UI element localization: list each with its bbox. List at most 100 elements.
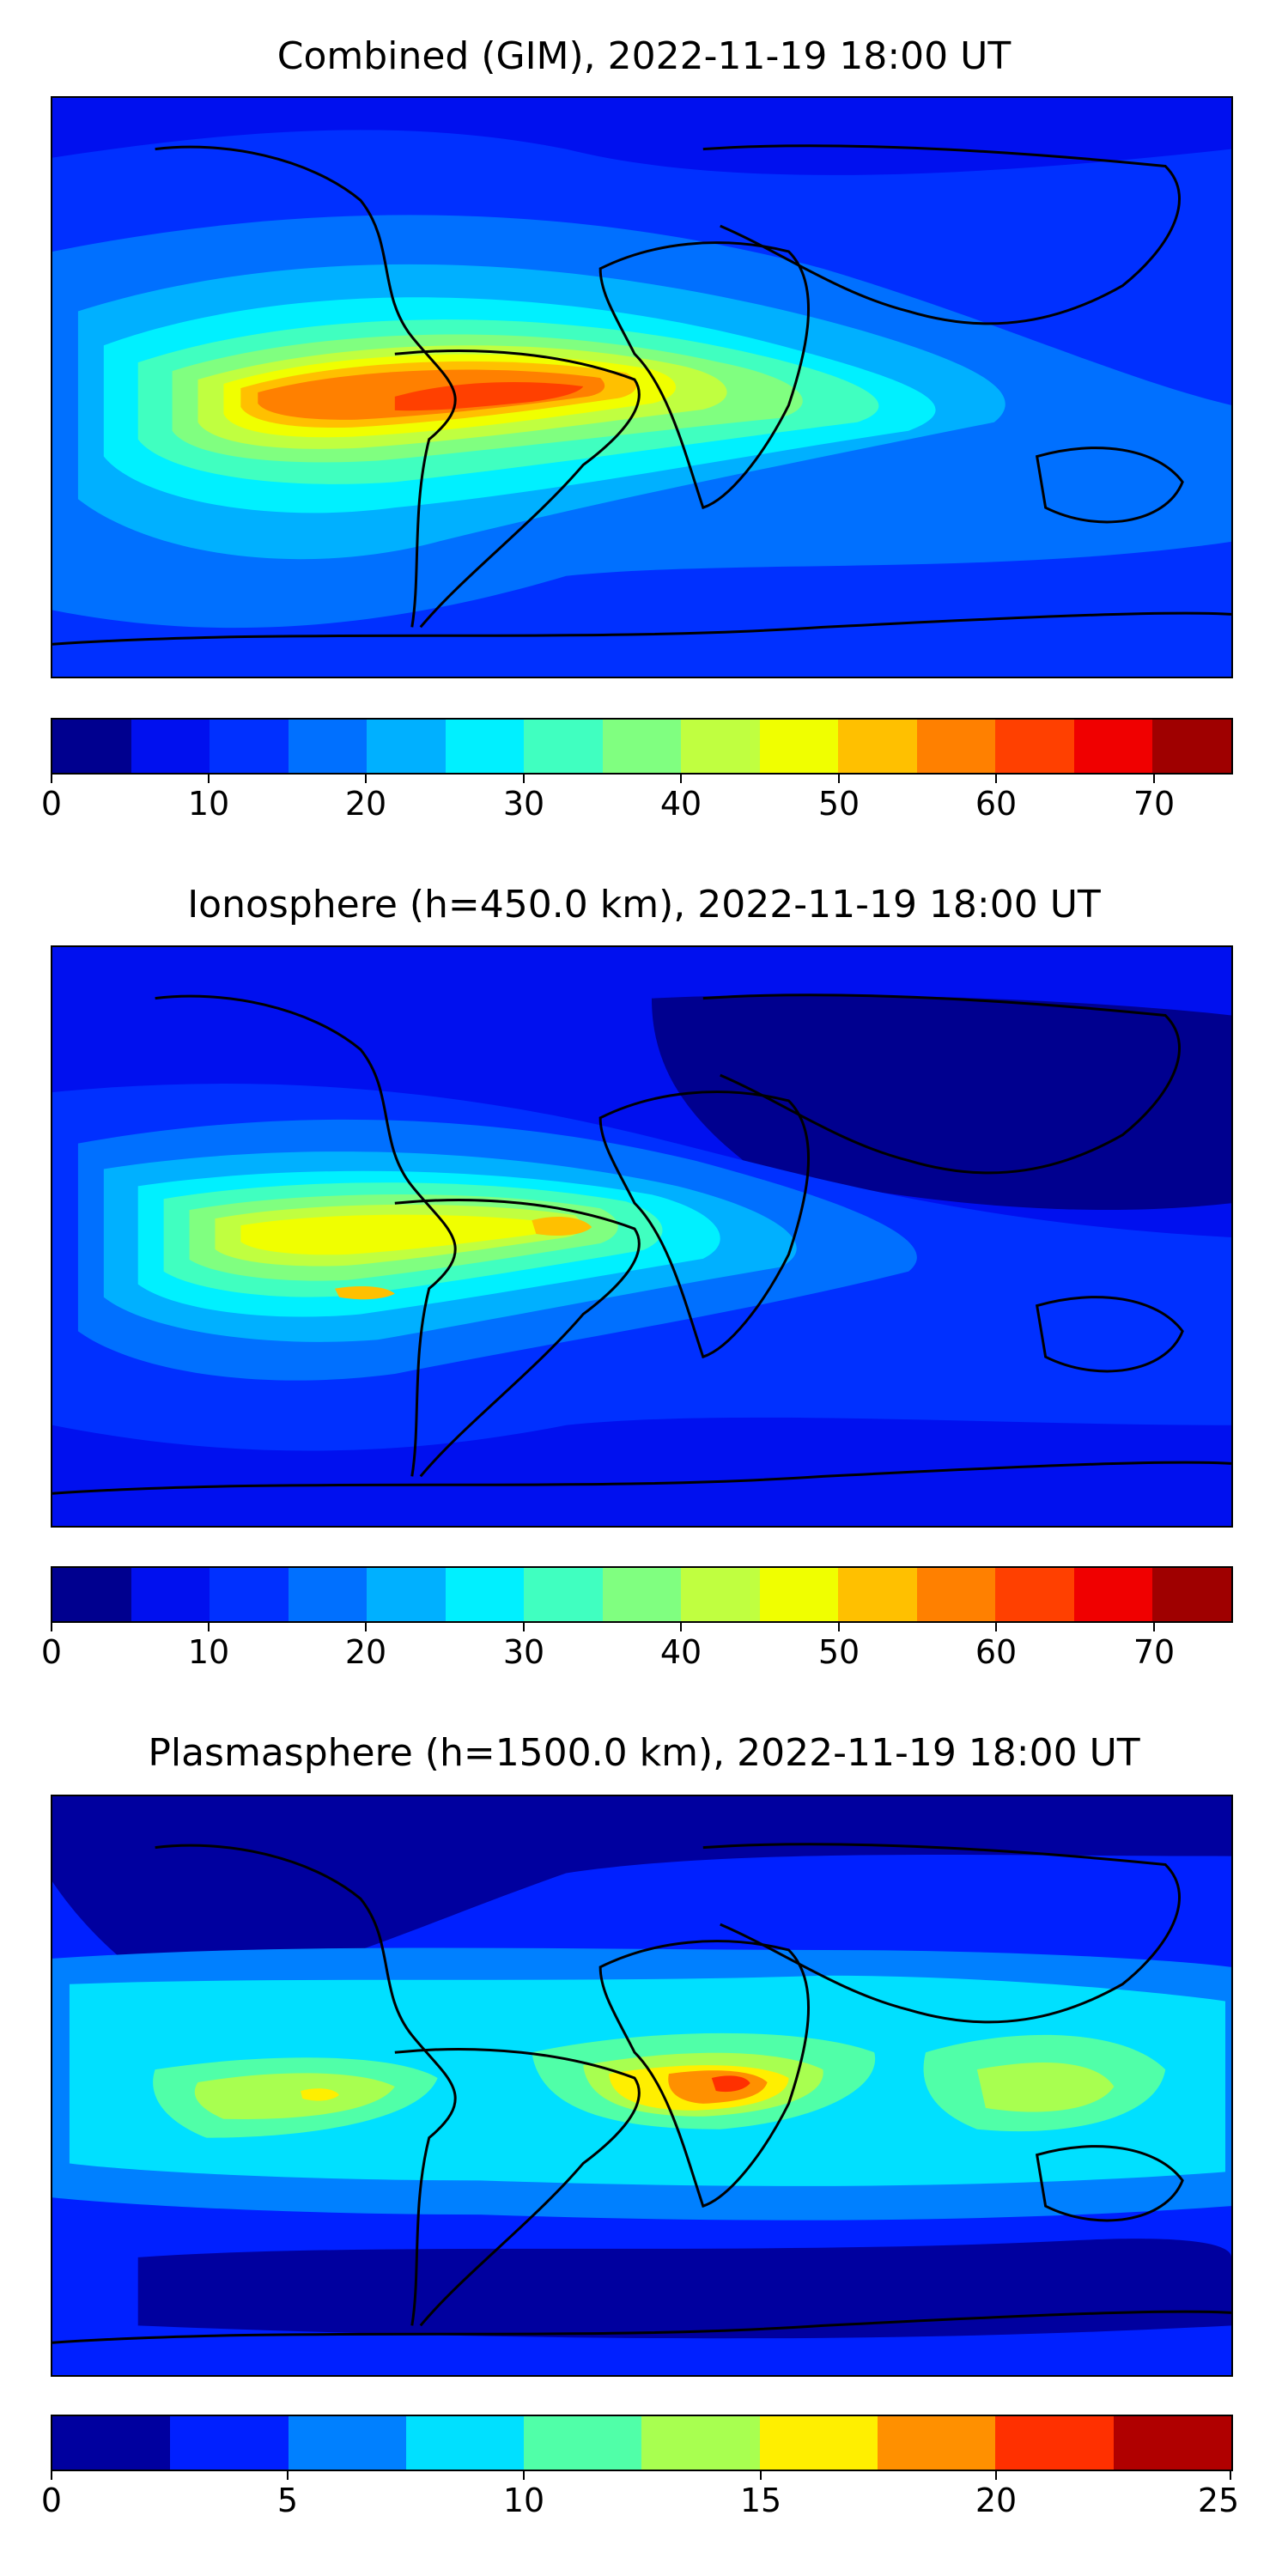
- panel3-field-band-20: [711, 2075, 750, 2093]
- colorbar-segment: [288, 720, 368, 773]
- panel2-colorbar: [51, 1566, 1233, 1623]
- colorbar-tick-mark: [995, 775, 997, 783]
- colorbar-tick-label: 70: [1133, 1633, 1176, 1671]
- colorbar-segment: [995, 1568, 1074, 1621]
- colorbar-segment: [995, 720, 1074, 773]
- colorbar-tick-mark: [51, 2471, 52, 2480]
- colorbar-tick-label: 30: [502, 785, 545, 823]
- colorbar-segment: [878, 2416, 996, 2470]
- colorbar-tick-label: 20: [344, 1633, 387, 1671]
- colorbar-segment: [916, 1568, 996, 1621]
- panel2-field-band-50: [240, 1214, 550, 1255]
- colorbar-segment: [759, 1568, 839, 1621]
- panel3-field-band-north: [52, 1796, 1231, 1987]
- colorbar-segment: [1152, 1568, 1231, 1621]
- colorbar-segment: [210, 720, 289, 773]
- colorbar-segment: [681, 720, 760, 773]
- panel3-coastlines: [52, 1843, 1231, 2344]
- panel1-field-band-65: [394, 382, 584, 411]
- colorbar-tick-label: 10: [187, 785, 230, 823]
- colorbar-segment: [445, 720, 525, 773]
- colorbar-segment: [445, 1568, 525, 1621]
- colorbar-tick-mark: [287, 2471, 289, 2480]
- colorbar-tick-label: 0: [40, 785, 63, 823]
- panel2-coastlines: [52, 993, 1231, 1495]
- colorbar-segment: [1113, 2416, 1231, 2470]
- colorbar-tick-mark: [365, 1623, 367, 1631]
- colorbar-segment: [367, 1568, 446, 1621]
- panel2-field-band-55-a: [532, 1216, 592, 1236]
- colorbar-segment: [367, 720, 446, 773]
- panel2-map: [51, 945, 1233, 1528]
- colorbar-segment: [838, 720, 917, 773]
- colorbar-tick-mark: [680, 1623, 682, 1631]
- colorbar-tick-label: 15: [739, 2482, 782, 2519]
- panel3-field-band-15: [301, 2065, 789, 2111]
- colorbar-segment: [1073, 1568, 1153, 1621]
- panel3-colorbar: [51, 2415, 1233, 2471]
- colorbar-tick-mark: [51, 775, 52, 783]
- colorbar-tick-label: 40: [659, 1633, 702, 1671]
- colorbar-tick-label: 20: [344, 785, 387, 823]
- colorbar-tick-mark: [208, 1623, 210, 1631]
- panel2-map-svg: [52, 947, 1231, 1526]
- colorbar-segment: [1073, 720, 1153, 773]
- colorbar-tick-mark: [523, 2471, 525, 2480]
- colorbar-tick-label: 20: [975, 2482, 1018, 2519]
- colorbar-segment: [288, 1568, 368, 1621]
- colorbar-segment: [641, 2416, 760, 2470]
- colorbar-segment: [524, 2416, 642, 2470]
- colorbar-tick-label: 10: [187, 1633, 230, 1671]
- colorbar-segment: [170, 2416, 289, 2470]
- colorbar-segment: [602, 1568, 682, 1621]
- colorbar-tick-mark: [1230, 2471, 1231, 2480]
- panel2-field-band-north: [651, 994, 1231, 1211]
- colorbar-segment: [524, 720, 603, 773]
- colorbar-tick-mark: [365, 775, 367, 783]
- colorbar-segment: [52, 2416, 171, 2470]
- panel2-field-band-55-b: [335, 1285, 395, 1300]
- colorbar-tick-mark: [523, 1623, 525, 1631]
- panel3-field-band-south: [137, 2239, 1231, 2339]
- panel1-map-svg: [52, 98, 1231, 677]
- colorbar-segment: [916, 720, 996, 773]
- panel2-colorbar-ticks: 0 10 20 30 40 50 60 70: [41, 1623, 1233, 1674]
- colorbar-segment: [131, 1568, 210, 1621]
- colorbar-tick-label: 5: [276, 2482, 299, 2519]
- panel3-colorbar-ticks: 0 5 10 15 20 25: [41, 2471, 1239, 2523]
- colorbar-segment: [405, 2416, 525, 2470]
- colorbar-segment: [131, 720, 210, 773]
- colorbar-segment: [524, 1568, 603, 1621]
- colorbar-tick-mark: [1153, 1623, 1155, 1631]
- colorbar-tick-mark: [995, 2471, 997, 2480]
- colorbar-segment: [52, 720, 131, 773]
- panel3-map-svg: [52, 1796, 1231, 2375]
- colorbar-segment: [838, 1568, 917, 1621]
- colorbar-segment: [288, 2416, 406, 2470]
- colorbar-tick-label: 50: [817, 1633, 860, 1671]
- colorbar-tick-mark: [208, 775, 210, 783]
- colorbar-tick-label: 25: [1197, 2482, 1240, 2519]
- panel1-colorbar-ticks: 0 10 20 30 40 50 60 70: [41, 775, 1233, 826]
- panel1-title: Combined (GIM), 2022-11-19 18:00 UT: [276, 34, 1012, 78]
- panel2-title: Ionosphere (h=450.0 km), 2022-11-19 18:0…: [187, 883, 1101, 927]
- colorbar-segment: [210, 1568, 289, 1621]
- colorbar-tick-label: 60: [975, 1633, 1018, 1671]
- colorbar-tick-mark: [680, 775, 682, 783]
- colorbar-tick-label: 0: [40, 1633, 63, 1671]
- colorbar-tick-mark: [760, 2471, 762, 2480]
- colorbar-segment: [1152, 720, 1231, 773]
- colorbar-tick-label: 30: [502, 1633, 545, 1671]
- colorbar-tick-mark: [1153, 775, 1155, 783]
- colorbar-segment: [995, 2416, 1114, 2470]
- colorbar-tick-mark: [51, 1623, 52, 1631]
- panel1-field-band-north: [52, 98, 1231, 175]
- colorbar-tick-label: 70: [1133, 785, 1176, 823]
- colorbar-tick-mark: [523, 775, 525, 783]
- colorbar-tick-label: 40: [659, 785, 702, 823]
- colorbar-tick-label: 50: [817, 785, 860, 823]
- colorbar-tick-mark: [995, 1623, 997, 1631]
- panel1-coastlines: [52, 144, 1231, 646]
- panel3-map: [51, 1795, 1233, 2377]
- colorbar-tick-label: 10: [502, 2482, 545, 2519]
